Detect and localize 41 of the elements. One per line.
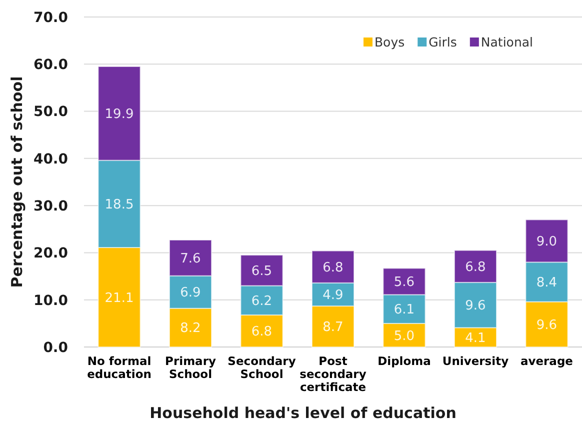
data-label: 4.1 (465, 330, 486, 346)
x-tick-label: Post secondary certificate (300, 354, 367, 394)
data-label: 18.5 (104, 197, 134, 212)
data-label: 6.2 (251, 294, 272, 309)
data-label: 6.5 (251, 264, 272, 279)
y-tick-label: 0.0 (43, 340, 68, 356)
data-label: 5.6 (394, 275, 415, 290)
data-label: 7.6 (180, 251, 201, 266)
legend-label: National (480, 34, 534, 50)
legend-label: Boys (374, 34, 405, 50)
data-label: 9.6 (465, 298, 486, 314)
x-tick-label: Diploma (378, 354, 431, 368)
y-tick-label: 60.0 (33, 57, 68, 74)
y-tick-label: 10.0 (33, 292, 68, 309)
x-tick-label: Secondary School (228, 354, 296, 381)
data-label: 19.9 (104, 106, 134, 122)
legend-label: Girls (428, 34, 457, 50)
x-tick-label: No formal education (87, 354, 152, 381)
data-label: 4.9 (322, 288, 344, 303)
data-label: 8.4 (536, 275, 558, 290)
data-label: 9.6 (536, 318, 558, 333)
data-label: 6.1 (394, 302, 415, 318)
y-tick-label: 20.0 (33, 246, 68, 262)
data-label: 6.8 (465, 260, 486, 275)
data-label: 9.0 (536, 234, 558, 250)
y-tick-label: 30.0 (33, 198, 68, 214)
x-tick-label: Primary School (165, 354, 216, 381)
y-tick-label: 70.0 (33, 10, 68, 26)
x-axis-title: Household head's level of education (150, 404, 456, 422)
data-label: 5.0 (394, 328, 415, 344)
x-tick-label: University (442, 354, 510, 368)
data-label: 6.9 (180, 286, 201, 301)
data-label: 6.8 (251, 324, 272, 340)
x-tick-label: average (520, 354, 574, 368)
data-label: 8.2 (180, 321, 201, 336)
data-label: 21.1 (104, 290, 134, 306)
y-axis-title: Percentage out of school (8, 76, 26, 288)
data-label: 6.8 (322, 260, 344, 276)
data-label: 8.7 (322, 320, 344, 336)
y-tick-label: 40.0 (33, 151, 68, 168)
y-tick-label: 50.0 (33, 104, 68, 120)
